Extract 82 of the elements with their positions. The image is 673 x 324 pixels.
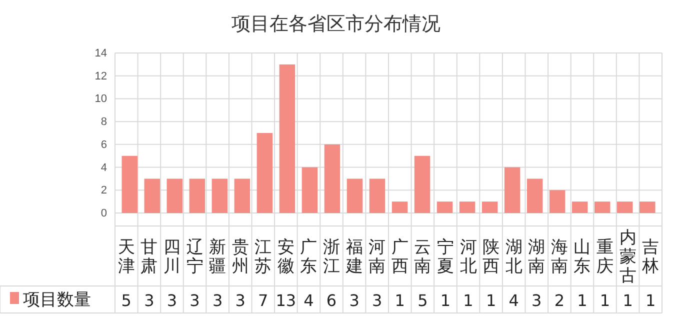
bar bbox=[482, 202, 498, 213]
bar bbox=[504, 167, 520, 213]
x-tick-label: 陕西 bbox=[482, 238, 500, 276]
y-tick-label: 12 bbox=[94, 70, 107, 82]
x-tick-label: 新疆 bbox=[209, 238, 226, 276]
x-tick-label: 广西 bbox=[391, 238, 408, 276]
data-label: 1 bbox=[394, 291, 405, 310]
bar bbox=[122, 156, 138, 213]
bar bbox=[256, 133, 273, 213]
x-tick-label: 四川 bbox=[163, 238, 180, 276]
bar bbox=[189, 178, 206, 213]
y-tick-label: 2 bbox=[100, 184, 107, 197]
bar bbox=[144, 178, 160, 213]
data-label: 3 bbox=[372, 291, 382, 310]
data-label: 4 bbox=[304, 291, 314, 310]
data-label: 3 bbox=[190, 291, 200, 310]
y-tick-label: 14 bbox=[94, 48, 107, 60]
data-label: 1 bbox=[440, 291, 451, 310]
data-label: 4 bbox=[508, 291, 519, 310]
x-tick-label: 天津 bbox=[118, 238, 135, 276]
bar bbox=[346, 178, 363, 213]
bar bbox=[436, 202, 453, 213]
data-label: 13 bbox=[276, 291, 296, 310]
data-label: 1 bbox=[646, 291, 656, 310]
x-tick-label: 河北 bbox=[460, 238, 477, 276]
x-tick-label: 宁夏 bbox=[436, 238, 454, 276]
x-tick-label: 湖南 bbox=[528, 238, 546, 276]
x-tick-label: 重庆 bbox=[596, 238, 614, 276]
bar bbox=[392, 202, 408, 213]
bar bbox=[526, 178, 543, 213]
bar bbox=[279, 64, 296, 213]
bar bbox=[639, 202, 656, 213]
x-tick-label: 甘肃 bbox=[140, 238, 158, 276]
bar bbox=[459, 202, 476, 213]
bar bbox=[324, 144, 340, 213]
x-tick-label: 内蒙古 bbox=[619, 228, 636, 286]
data-label: 3 bbox=[349, 291, 360, 310]
x-tick-label: 广东 bbox=[300, 238, 318, 276]
x-tick-label: 贵州 bbox=[232, 238, 249, 276]
y-tick-label: 0 bbox=[100, 208, 107, 220]
data-label: 1 bbox=[463, 291, 474, 310]
data-label: 5 bbox=[121, 291, 132, 310]
y-tick-label: 6 bbox=[100, 138, 107, 151]
data-label: 3 bbox=[212, 291, 223, 310]
bar bbox=[212, 178, 228, 213]
data-label: 3 bbox=[144, 291, 154, 310]
bar bbox=[166, 178, 183, 213]
x-tick-label: 江苏 bbox=[254, 238, 272, 276]
data-label: 7 bbox=[258, 291, 268, 310]
x-tick-label: 湖北 bbox=[505, 238, 522, 276]
x-tick-label: 吉林 bbox=[641, 238, 660, 276]
data-label: 1 bbox=[600, 291, 610, 310]
data-label: 1 bbox=[486, 291, 496, 310]
data-label: 3 bbox=[166, 291, 178, 310]
x-tick-label: 云南 bbox=[414, 238, 432, 276]
y-tick-label: 4 bbox=[100, 162, 107, 174]
data-label: 1 bbox=[577, 291, 588, 310]
chart-title: 项目在各省区市分布情况 bbox=[232, 13, 440, 35]
data-label: 6 bbox=[326, 291, 337, 310]
x-tick-label: 山东 bbox=[574, 238, 591, 276]
x-tick-label: 安徽 bbox=[277, 238, 294, 276]
y-tick-label: 8 bbox=[100, 116, 107, 128]
x-tick-label: 辽宁 bbox=[186, 238, 204, 276]
bar bbox=[594, 202, 610, 213]
bar bbox=[549, 190, 566, 213]
x-tick-label: 河南 bbox=[368, 238, 386, 276]
data-label: 5 bbox=[418, 291, 428, 310]
data-label: 3 bbox=[532, 291, 542, 310]
bar bbox=[414, 156, 430, 213]
bar bbox=[572, 202, 588, 213]
x-tick-label: 福建 bbox=[344, 238, 363, 276]
data-label: 3 bbox=[235, 291, 246, 310]
legend-label: 项目数量 bbox=[23, 290, 91, 310]
y-tick-label: 10 bbox=[94, 93, 107, 106]
bar bbox=[616, 202, 633, 213]
bar bbox=[369, 178, 386, 213]
x-tick-label: 海南 bbox=[550, 238, 568, 276]
data-label: 1 bbox=[622, 291, 633, 310]
data-label: 2 bbox=[554, 291, 565, 310]
x-tick-label: 浙江 bbox=[323, 238, 340, 276]
bar bbox=[234, 178, 250, 213]
bar bbox=[302, 167, 318, 213]
